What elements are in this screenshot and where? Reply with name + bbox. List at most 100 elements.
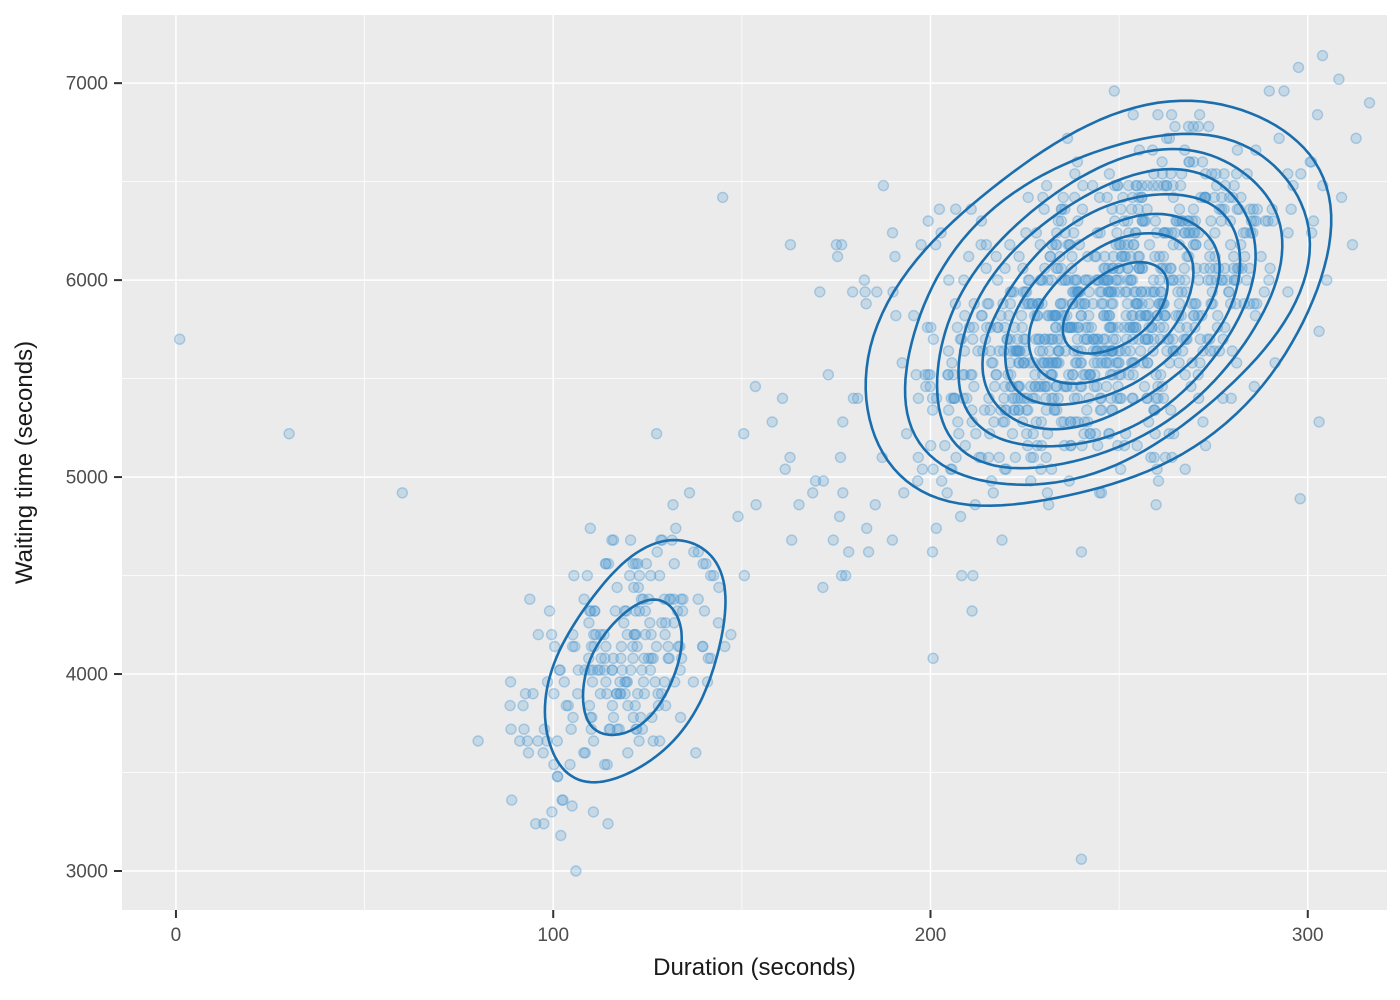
data-point	[766, 416, 778, 428]
data-point	[1051, 333, 1064, 345]
data-point	[1081, 333, 1093, 345]
data-point	[1029, 380, 1042, 393]
data-point	[975, 309, 988, 322]
data-point	[942, 369, 954, 381]
data-point	[653, 735, 666, 747]
data-point	[1127, 321, 1139, 334]
data-point	[1050, 321, 1062, 334]
data-point	[1103, 286, 1116, 298]
data-point	[1142, 333, 1154, 345]
data-point	[598, 664, 611, 676]
data-point	[1218, 168, 1230, 180]
data-point	[1165, 404, 1177, 416]
data-point	[1121, 274, 1134, 286]
data-point	[624, 534, 637, 546]
x-tick-label: 200	[915, 925, 947, 946]
data-point	[1087, 333, 1099, 345]
data-point	[1013, 357, 1025, 369]
data-point	[925, 439, 937, 452]
data-point	[1130, 286, 1142, 298]
data-point	[1149, 250, 1161, 263]
data-point	[1009, 392, 1021, 404]
data-point	[1228, 179, 1240, 192]
data-point	[1013, 404, 1025, 416]
data-point	[396, 487, 408, 499]
data-point	[1251, 203, 1264, 215]
data-point	[990, 250, 1002, 263]
data-point	[1045, 333, 1058, 345]
data-point	[1113, 357, 1125, 369]
data-point	[606, 664, 618, 676]
data-point	[664, 593, 677, 605]
data-point	[619, 676, 631, 688]
data-point	[1196, 156, 1209, 168]
data-point	[1204, 262, 1216, 274]
data-point	[1152, 179, 1164, 192]
data-point	[1157, 250, 1170, 263]
data-point	[627, 711, 640, 724]
data-point	[633, 605, 646, 617]
data-point	[1139, 333, 1151, 345]
data-point	[1135, 286, 1148, 298]
data-point	[1057, 191, 1070, 204]
data-point	[1187, 120, 1200, 133]
data-point	[594, 688, 607, 700]
data-point	[1040, 451, 1052, 464]
data-point	[1052, 345, 1064, 357]
data-point	[583, 699, 596, 712]
data-point	[567, 711, 579, 724]
data-point	[611, 581, 623, 594]
data-point	[1121, 298, 1134, 310]
data-point	[1094, 286, 1106, 298]
data-point	[1219, 262, 1231, 274]
data-point	[943, 274, 955, 286]
data-point	[1037, 357, 1050, 369]
data-point	[514, 735, 526, 747]
data-point	[1160, 179, 1173, 192]
data-point	[1143, 298, 1155, 310]
data-point	[1178, 262, 1191, 274]
data-point	[1110, 274, 1122, 286]
data-point	[683, 487, 696, 499]
data-point	[1250, 298, 1263, 310]
data-point	[1264, 262, 1276, 274]
data-point	[1125, 274, 1137, 286]
data-point	[1185, 380, 1197, 393]
data-point	[1124, 321, 1137, 334]
data-point	[1038, 333, 1051, 345]
data-point	[1041, 309, 1054, 322]
data-point	[1247, 203, 1260, 215]
data-point	[1178, 227, 1191, 239]
density-contour-level-9	[543, 538, 727, 784]
data-point	[1012, 392, 1024, 404]
data-point	[1072, 321, 1084, 334]
data-point	[1182, 227, 1195, 239]
data-point	[1363, 97, 1376, 109]
density-contour-level-1	[864, 99, 1333, 507]
density-contour-level-5	[981, 192, 1242, 431]
data-point	[948, 392, 960, 404]
data-point	[1115, 203, 1127, 215]
data-point	[650, 428, 663, 440]
data-point	[1115, 250, 1128, 263]
data-point	[584, 605, 597, 617]
data-point	[1050, 357, 1062, 369]
data-point	[1090, 250, 1102, 263]
data-point	[1132, 298, 1145, 310]
data-point	[997, 416, 1009, 428]
data-point	[1029, 369, 1041, 381]
data-point	[1046, 357, 1058, 369]
data-point	[949, 392, 961, 404]
data-point	[951, 321, 964, 334]
data-point	[1018, 357, 1031, 369]
data-point	[924, 369, 936, 381]
data-point	[1075, 309, 1087, 322]
data-point	[1083, 286, 1095, 298]
data-point	[1076, 203, 1089, 215]
data-point	[987, 487, 999, 499]
data-point	[1157, 321, 1170, 334]
data-point	[970, 428, 982, 440]
data-point	[1140, 309, 1153, 322]
data-point	[919, 369, 931, 381]
data-point	[968, 380, 980, 393]
